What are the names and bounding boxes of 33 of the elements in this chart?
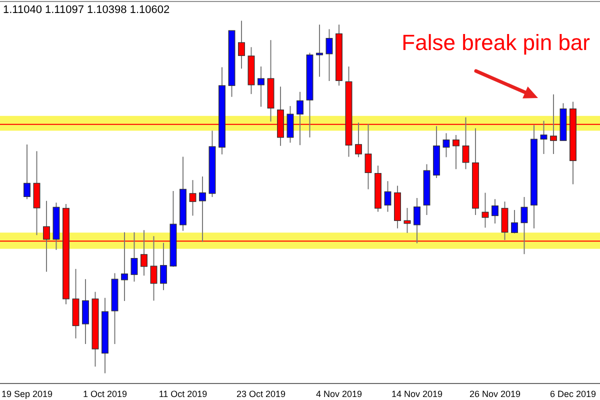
- candlestick: [24, 144, 30, 200]
- candlestick: [540, 120, 548, 154]
- candlestick: [82, 278, 89, 345]
- x-tick-label: 23 Oct 2019: [236, 388, 286, 399]
- candlestick: [511, 210, 518, 234]
- x-tick-label: 26 Nov 2019: [469, 388, 521, 399]
- candlestick: [160, 242, 167, 291]
- candlestick: [482, 192, 489, 228]
- candlestick: [121, 232, 128, 302]
- candlestick: [189, 180, 196, 216]
- x-tick-label: 6 Dec 2019: [550, 388, 596, 399]
- x-tick-label: 19 Sep 2019: [1, 388, 53, 399]
- candlestick: [326, 28, 333, 82]
- candlestick: [404, 207, 411, 234]
- candlestick: [258, 66, 264, 108]
- candlestick: [199, 176, 206, 242]
- x-tick-label: 14 Nov 2019: [391, 388, 443, 399]
- x-tick-label: 1 Oct 2019: [82, 388, 128, 399]
- candlestick: [286, 106, 294, 144]
- candlestick: [452, 134, 460, 170]
- candlestick: [442, 132, 450, 158]
- x-tick-label: 4 Nov 2019: [316, 388, 362, 399]
- candlestick: [296, 91, 304, 146]
- candlestick: [316, 24, 323, 78]
- x-tick-label: 11 Oct 2019: [158, 388, 208, 399]
- candlestick: [384, 180, 392, 212]
- candlestick: [238, 20, 245, 70]
- candlestick: [414, 198, 420, 244]
- text: 1.11040 1.11097 1.10398 1.10602: [3, 4, 170, 16]
- candlestick: [520, 196, 528, 255]
- candlestick: [492, 198, 498, 224]
- annotation: False break pin bar: [402, 30, 590, 55]
- candlestick: [130, 232, 138, 282]
